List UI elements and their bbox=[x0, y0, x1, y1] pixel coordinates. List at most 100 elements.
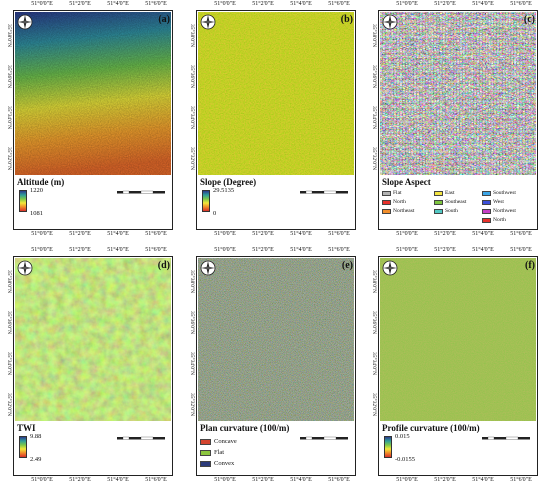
lat-tick: 35°36'0"N bbox=[189, 311, 195, 335]
ramp-min: -0.0155 bbox=[395, 456, 416, 463]
lat-tick: 35°36'0"N bbox=[371, 311, 377, 335]
lat-tick: 35°34'0"N bbox=[189, 352, 195, 376]
legend-item: North bbox=[382, 199, 406, 205]
panel-altitude: 51°0'0"E 51°2'0"E 51°4'0"E 51°6'0"E bbox=[5, 1, 180, 237]
panel-label: (f) bbox=[525, 260, 535, 271]
lon-tick: 51°0'0"E bbox=[31, 477, 53, 483]
ramp-min: 0 bbox=[213, 210, 217, 217]
latitude-axis: 35°38'0"N 35°36'0"N 35°34'0"N 35°32'0"N bbox=[5, 10, 13, 180]
lon-tick: 51°0'0"E bbox=[396, 1, 418, 7]
panel-slope: 51°0'0"E 51°2'0"E 51°4'0"E 51°6'0"E (b) … bbox=[188, 1, 363, 237]
lon-tick: 51°6'0"E bbox=[145, 1, 167, 7]
ramp-min: 1081 bbox=[30, 210, 43, 217]
lon-tick: 51°0'0"E bbox=[396, 477, 418, 483]
panel-label: (d) bbox=[157, 260, 170, 271]
legend-item: Southwest bbox=[482, 190, 516, 196]
lon-tick: 51°0'0"E bbox=[31, 1, 53, 7]
north-arrow-icon bbox=[200, 260, 216, 276]
lat-tick: 35°36'0"N bbox=[371, 65, 377, 89]
panel-label: (b) bbox=[340, 14, 353, 25]
lon-tick: 51°2'0"E bbox=[434, 477, 456, 483]
lon-tick: 51°4'0"E bbox=[472, 477, 494, 483]
latitude-axis: 35°38'0"N 35°36'0"N 35°34'0"N 35°32'0"N bbox=[370, 10, 378, 180]
lon-tick: 51°4'0"E bbox=[107, 231, 129, 237]
lon-tick: 51°4'0"E bbox=[107, 247, 129, 253]
scale-bar bbox=[480, 433, 532, 443]
latitude-axis: 35°38'0"N 35°36'0"N 35°34'0"N 35°32'0"N bbox=[188, 10, 196, 180]
lon-tick: 51°2'0"E bbox=[69, 1, 91, 7]
lat-tick: 35°32'0"N bbox=[371, 147, 377, 171]
north-arrow-icon bbox=[200, 14, 216, 30]
latitude-axis: 35°38'0"N 35°36'0"N 35°34'0"N 35°32'0"N bbox=[5, 256, 13, 426]
ramp-min: 2.49 bbox=[30, 456, 42, 463]
lon-tick: 51°4'0"E bbox=[290, 477, 312, 483]
legend-item: Flat bbox=[200, 449, 224, 456]
lon-tick: 51°2'0"E bbox=[252, 1, 274, 7]
aspect-raster bbox=[380, 12, 536, 175]
lon-tick: 51°4'0"E bbox=[472, 1, 494, 7]
lon-tick: 51°2'0"E bbox=[434, 1, 456, 7]
lon-tick: 51°2'0"E bbox=[252, 247, 274, 253]
legend-title: Slope Aspect bbox=[382, 177, 431, 187]
lat-tick: 35°36'0"N bbox=[189, 65, 195, 89]
lon-tick: 51°4'0"E bbox=[472, 231, 494, 237]
lat-tick: 35°38'0"N bbox=[189, 24, 195, 48]
lat-tick: 35°32'0"N bbox=[6, 393, 12, 417]
lon-tick: 51°6'0"E bbox=[328, 1, 350, 7]
panel-label: (a) bbox=[158, 14, 170, 25]
lat-tick: 35°34'0"N bbox=[6, 352, 12, 376]
legend-item: Convex bbox=[200, 460, 234, 467]
lon-tick: 51°6'0"E bbox=[510, 247, 532, 253]
legend-item: Southeast bbox=[434, 199, 466, 205]
lon-tick: 51°6'0"E bbox=[510, 231, 532, 237]
legend-title: Slope (Degree) bbox=[200, 177, 257, 187]
lon-tick: 51°6'0"E bbox=[145, 477, 167, 483]
slope-raster bbox=[198, 12, 354, 175]
panel-slope-aspect: 51°0'0"E 51°2'0"E 51°4'0"E 51°6'0"E (c) … bbox=[370, 1, 545, 237]
scale-bar bbox=[298, 187, 350, 197]
lat-tick: 35°38'0"N bbox=[371, 270, 377, 294]
ramp-max: 1220 bbox=[30, 187, 43, 194]
lat-tick: 35°32'0"N bbox=[189, 393, 195, 417]
legend-title: Profile curvature (100/m) bbox=[382, 423, 480, 433]
legend-item: Northeast bbox=[382, 208, 414, 214]
legend-title: TWI bbox=[17, 423, 36, 433]
panel-label: (c) bbox=[523, 14, 535, 25]
lat-tick: 35°36'0"N bbox=[6, 311, 12, 335]
lon-tick: 51°2'0"E bbox=[252, 477, 274, 483]
legend-item: North bbox=[482, 217, 506, 223]
lon-tick: 51°0'0"E bbox=[214, 231, 236, 237]
lon-tick: 51°6'0"E bbox=[510, 1, 532, 7]
lon-tick: 51°0'0"E bbox=[396, 247, 418, 253]
lon-tick: 51°0'0"E bbox=[214, 247, 236, 253]
panel-label: (e) bbox=[341, 260, 353, 271]
lon-tick: 51°4'0"E bbox=[107, 477, 129, 483]
north-arrow-icon bbox=[17, 260, 33, 276]
lon-tick: 51°6'0"E bbox=[145, 247, 167, 253]
legend-item: Flat bbox=[382, 190, 402, 196]
lon-tick: 51°2'0"E bbox=[69, 231, 91, 237]
lat-tick: 35°38'0"N bbox=[6, 270, 12, 294]
legend-item: Northwest bbox=[482, 208, 516, 214]
latitude-axis: 35°38'0"N 35°36'0"N 35°34'0"N 35°32'0"N bbox=[370, 256, 378, 426]
ramp-max: 0.015 bbox=[395, 433, 410, 440]
lat-tick: 35°34'0"N bbox=[6, 106, 12, 130]
lat-tick: 35°34'0"N bbox=[371, 352, 377, 376]
lat-tick: 35°38'0"N bbox=[371, 24, 377, 48]
scale-bar bbox=[115, 187, 167, 197]
color-ramp bbox=[19, 436, 27, 458]
color-ramp bbox=[384, 436, 392, 458]
lon-tick: 51°2'0"E bbox=[252, 231, 274, 237]
lon-tick: 51°4'0"E bbox=[472, 247, 494, 253]
lon-tick: 51°2'0"E bbox=[69, 477, 91, 483]
lon-tick: 51°4'0"E bbox=[290, 231, 312, 237]
lon-tick: 51°0'0"E bbox=[214, 477, 236, 483]
legend-item: Concave bbox=[200, 438, 237, 445]
lon-tick: 51°0'0"E bbox=[31, 231, 53, 237]
legend-item: East bbox=[434, 190, 454, 196]
lat-tick: 35°32'0"N bbox=[189, 147, 195, 171]
lon-tick: 51°4'0"E bbox=[107, 1, 129, 7]
lat-tick: 35°34'0"N bbox=[371, 106, 377, 130]
lon-tick: 51°0'0"E bbox=[396, 231, 418, 237]
scale-bar bbox=[115, 433, 167, 443]
